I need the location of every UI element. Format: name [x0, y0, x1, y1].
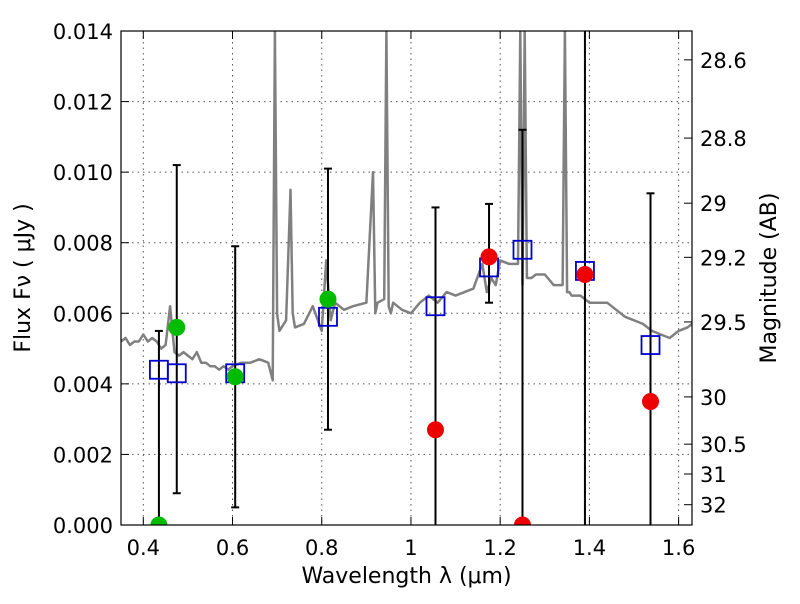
model-photometry-square [512, 239, 533, 260]
y2-tick-label: 30.5 [700, 433, 747, 457]
y-tick-label: 0.014 [53, 20, 113, 44]
x-tick-label: 0.4 [127, 536, 160, 560]
y-tick-label: 0.006 [53, 302, 113, 326]
nondetection-point [642, 393, 660, 410]
y-tick-label: 0.012 [53, 91, 113, 115]
y2-tick-label: 32 [700, 494, 727, 518]
marker-layer [149, 239, 661, 525]
y2-tick-label: 29.2 [700, 246, 747, 270]
y-tick-label: 0.002 [53, 443, 113, 467]
y-tick-label: 0.008 [53, 232, 113, 256]
y-tick-label: 0.000 [53, 514, 113, 538]
x-tick-label: 1.2 [483, 536, 516, 560]
x-tick-label: 1.4 [573, 536, 606, 560]
y-tick-label: 0.004 [53, 373, 113, 397]
y-axis-label: Flux Fν ( μJy ) [11, 203, 36, 352]
x-tick-label: 1.6 [662, 536, 695, 560]
grid-layer [121, 31, 692, 525]
detection-point [319, 290, 337, 308]
axis-layer: 0.4 0.6 0.8 1 1.2 1.4 1.6 0.000 0.002 0.004 0.006 0… [53, 20, 747, 560]
nondetection-point [426, 421, 444, 439]
model-spectrum-layer [121, 31, 692, 382]
x-tick-label: 0.6 [216, 536, 249, 560]
y2-tick-label: 31 [700, 463, 727, 487]
detection-point [150, 516, 168, 525]
model-photometry-square [318, 306, 338, 327]
model-photometry-square [640, 335, 661, 355]
y2-tick-label: 28.6 [700, 49, 747, 73]
x-tick-label: 0.8 [305, 536, 338, 560]
model-spectrum-line [121, 31, 692, 382]
y2-tick-label: 29.5 [700, 311, 747, 335]
y2-tick-label: 30 [700, 386, 727, 410]
nondetection-point [480, 248, 498, 266]
nondetection-point [513, 516, 531, 525]
plot-frame [120, 30, 693, 526]
y2-tick-label: 29 [700, 192, 727, 216]
x-axis-label: Wavelength λ (μm) [301, 564, 511, 589]
detection-point [226, 368, 244, 386]
nondetection-point [576, 265, 594, 283]
model-photometry-square [425, 296, 446, 317]
model-photometry-square [166, 363, 187, 384]
x-tick-label: 1 [404, 536, 417, 560]
detection-point [168, 318, 186, 336]
y2-tick-label: 28.8 [700, 127, 747, 151]
y2-axis-label: Magnitude (AB) [757, 193, 782, 364]
y-tick-label: 0.010 [53, 161, 113, 185]
